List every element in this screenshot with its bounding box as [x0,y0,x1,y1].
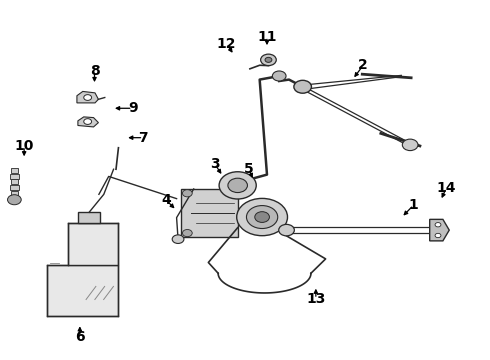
Circle shape [272,71,286,81]
Polygon shape [69,223,118,265]
Circle shape [294,80,312,93]
Polygon shape [181,189,238,237]
Text: 1: 1 [409,198,418,212]
Circle shape [279,224,294,236]
Polygon shape [78,117,98,127]
Circle shape [84,95,92,100]
Circle shape [237,198,288,236]
Circle shape [172,235,184,243]
Circle shape [265,57,272,62]
Text: 12: 12 [217,37,236,51]
Circle shape [246,206,278,229]
Circle shape [182,229,192,237]
Text: 8: 8 [90,64,99,78]
Polygon shape [10,185,19,190]
Polygon shape [78,212,100,223]
Text: 7: 7 [139,131,148,145]
Polygon shape [11,191,18,196]
Circle shape [435,233,441,238]
Circle shape [182,190,192,197]
Circle shape [219,172,256,199]
Text: 13: 13 [306,292,325,306]
Circle shape [435,222,441,227]
Text: 14: 14 [437,181,456,195]
Text: 6: 6 [75,330,85,344]
Circle shape [261,54,276,66]
Text: 2: 2 [358,58,368,72]
Text: 3: 3 [210,157,220,171]
Polygon shape [10,197,19,202]
Text: 10: 10 [15,139,34,153]
Polygon shape [47,265,118,316]
Text: 11: 11 [257,30,277,44]
Polygon shape [430,219,449,241]
Circle shape [255,212,270,222]
Circle shape [84,119,92,125]
Polygon shape [77,91,98,103]
Circle shape [7,195,21,205]
Text: 9: 9 [128,101,137,115]
Circle shape [228,178,247,193]
Text: 4: 4 [161,193,171,207]
Polygon shape [10,174,19,179]
Polygon shape [11,168,18,173]
Text: 5: 5 [244,162,254,176]
Circle shape [402,139,418,150]
Polygon shape [11,179,18,184]
